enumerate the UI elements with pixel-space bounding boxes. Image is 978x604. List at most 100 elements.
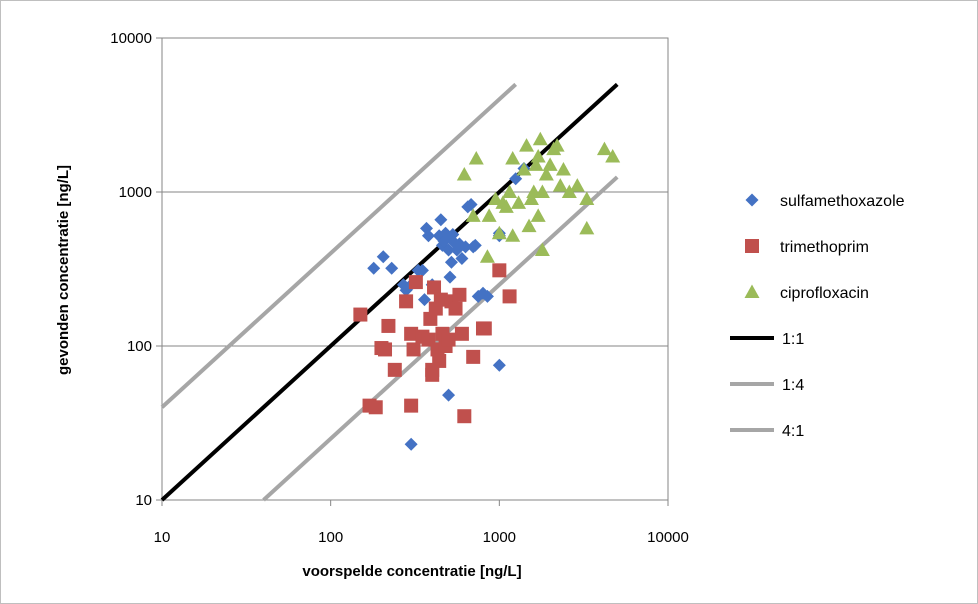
ciprofloxacin-point [456,166,472,181]
x-tick-label: 10 [154,529,171,546]
ref-line-1 [160,82,619,502]
sulfamethoxazole-point [385,261,399,275]
sulfamethoxazole-point [421,229,435,243]
y-tick-label: 10 [135,492,152,509]
legend-label: trimethoprim [780,239,869,256]
ciprofloxacin-point [519,138,535,152]
trimethoprim-point [427,280,442,295]
trimethoprim-point [381,318,396,333]
trimethoprim-point [408,275,423,290]
legend-label: 1:4 [782,377,804,394]
y-tick-label: 1000 [119,184,152,201]
ciprofloxacin-point [491,225,507,240]
x-tick-label: 100 [318,529,343,546]
x-tick-label: 1000 [483,529,516,546]
x-tick-label: 10000 [647,529,689,546]
trimethoprim-point [452,287,467,302]
legend-swatch [745,239,759,253]
ciprofloxacin-point [569,178,585,192]
ciprofloxacin-point [532,131,548,146]
ciprofloxacin-point [555,161,571,176]
sulfamethoxazole-point [442,243,456,257]
trimethoprim-point [368,400,383,415]
trimethoprim-point [406,342,421,357]
sulfamethoxazole-point [434,213,448,227]
y-tick-label: 100 [127,338,152,355]
trimethoprim-point [448,301,463,316]
trimethoprim-point [502,289,517,304]
ciprofloxacin-point [534,242,550,257]
ciprofloxacin-point [552,178,568,192]
ciprofloxacin-point [468,151,484,165]
ciprofloxacin-point [502,184,518,198]
plot-area-frame [161,37,669,501]
legend: sulfamethoxazole trimethoprim ciprofloxaci… [730,193,905,440]
legend-swatch [744,284,760,298]
ref-line-2 [160,82,518,409]
ciprofloxacin-point [511,195,527,209]
sulfamethoxazole-point [417,293,431,307]
legend-swatch [745,193,759,207]
sulfamethoxazole-point [464,197,478,211]
sulfamethoxazole-point [455,251,469,265]
ciprofloxacin-point [528,157,544,171]
trimethoprim-point [457,409,472,424]
ciprofloxacin-point [534,184,550,198]
ciprofloxacin-point [505,151,521,165]
ciprofloxacin-point [516,161,532,176]
trimethoprim-point [404,326,419,341]
sulfamethoxazole-point [376,250,390,264]
ciprofloxacin-point [605,149,621,163]
ciprofloxacin-point [521,218,537,233]
trimethoprim-point [353,307,368,322]
sulfamethoxazole-point [415,263,429,277]
trimethoprim-point [477,321,492,336]
y-tick-label: 10000 [110,30,152,47]
x-axis-title: voorspelde concentratie [ng/L] [302,563,521,580]
ciprofloxacin-point [505,228,521,242]
sulfamethoxazole-point [442,388,456,402]
sulfamethoxazole-point [458,240,472,254]
sulfamethoxazole-point [404,437,418,451]
trimethoprim-point [492,263,507,278]
legend-label: 4:1 [782,423,804,440]
ciprofloxacin-point [523,191,539,206]
trimethoprim-point [404,398,419,413]
trimethoprim-point [441,332,456,347]
y-tick-labels: 10 100 1000 10000 [110,30,152,509]
sulfamethoxazole-point [367,261,381,275]
sulfamethoxazole-point [468,238,482,252]
ciprofloxacin-point [479,249,495,263]
sulfamethoxazole-point [480,289,494,303]
ciprofloxacin-point [561,184,577,198]
trimethoprim-point [454,326,469,341]
ciprofloxacin-point [488,191,504,206]
trimethoprim-point [378,342,393,357]
x-tick-labels: 10 100 1000 10000 [154,529,689,546]
data-points [353,131,621,451]
ciprofloxacin-point [542,157,558,171]
ciprofloxacin-point [498,199,514,213]
sulfamethoxazole-point [444,255,458,269]
ciprofloxacin-point [538,166,554,181]
legend-label: 1:1 [782,331,804,348]
ciprofloxacin-point [481,208,497,222]
ciprofloxacin-point [579,191,595,206]
legend-label: ciprofloxacin [780,285,869,302]
trimethoprim-point [433,292,448,307]
ciprofloxacin-point [579,220,595,235]
legend-label: sulfamethoxazole [780,193,905,210]
ciprofloxacin-point [549,138,565,152]
ciprofloxacin-point [465,208,481,222]
sulfamethoxazole-point [446,227,460,241]
sulfamethoxazole-point [443,270,457,284]
sulfamethoxazole-point [492,358,506,372]
ciprofloxacin-point [530,208,546,222]
trimethoprim-point [387,362,402,377]
trimethoprim-point [425,362,440,377]
y-axis-title: gevonden concentratie [ng/L] [55,165,72,375]
ciprofloxacin-point [530,149,546,163]
trimethoprim-point [466,349,481,364]
